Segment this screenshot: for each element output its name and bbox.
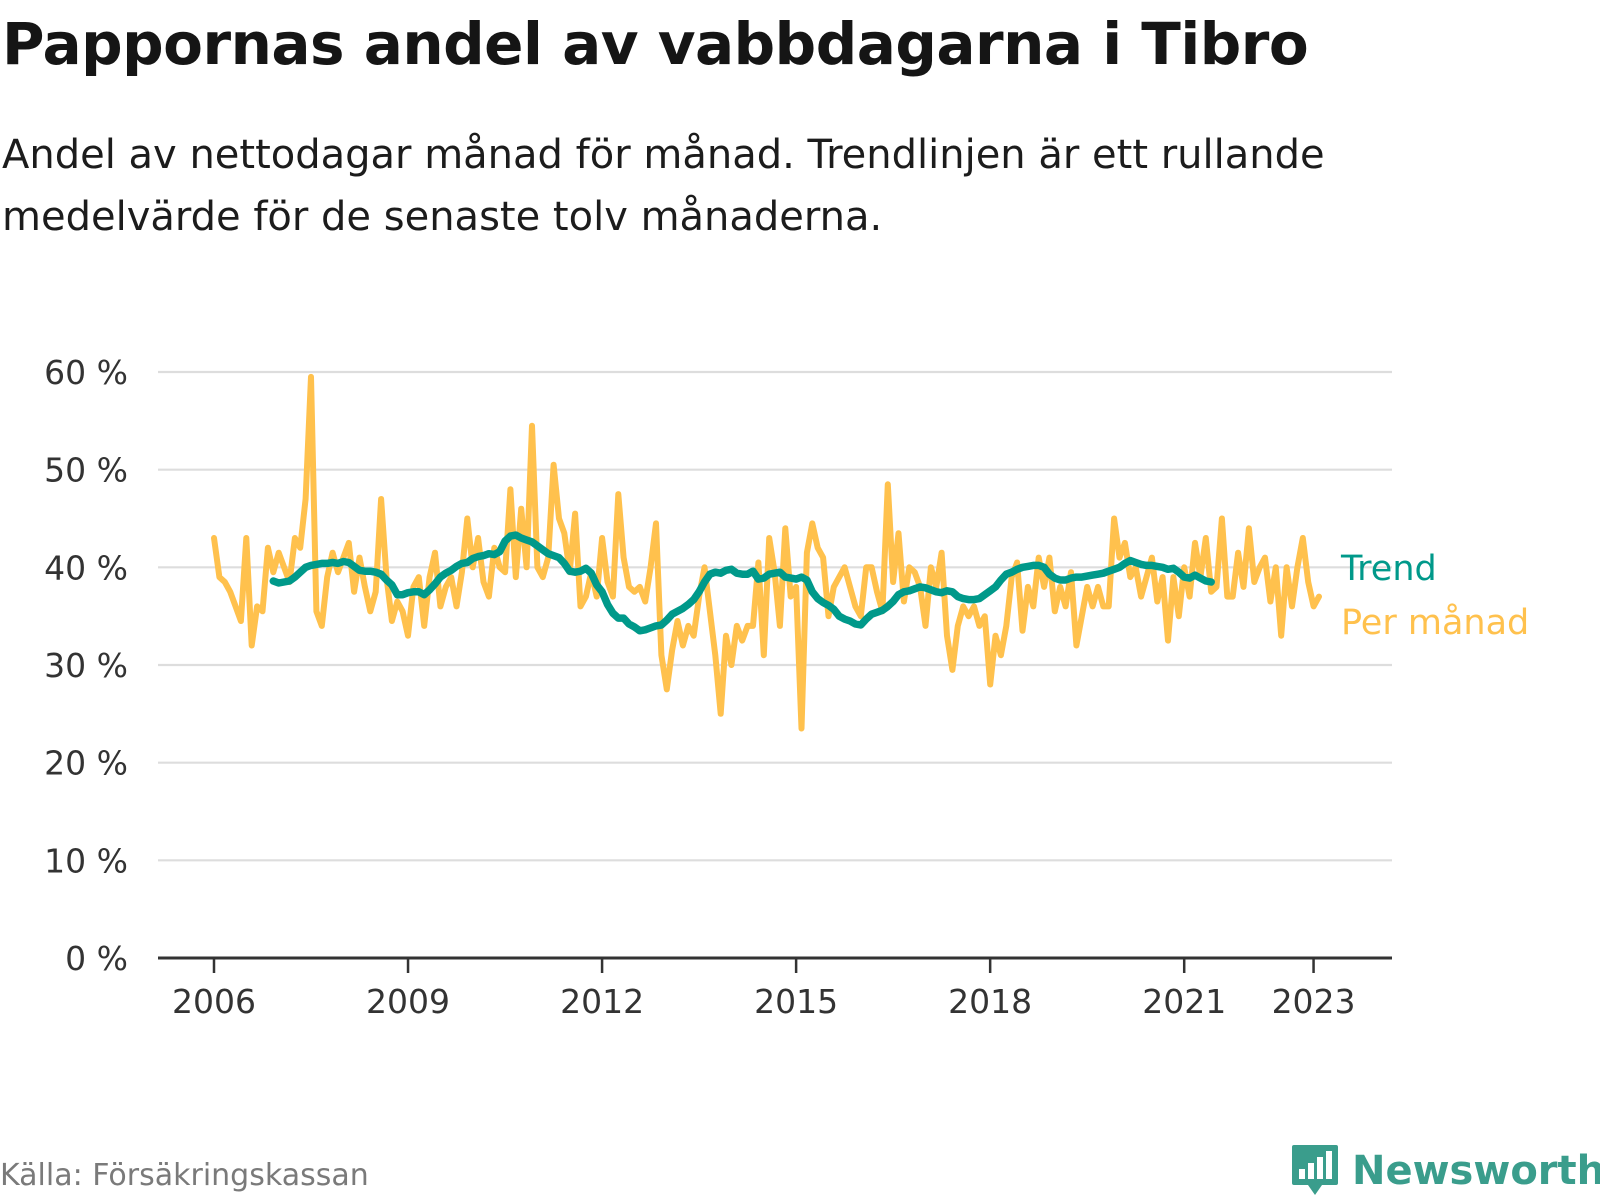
- brand-name: Newsworthy: [1352, 1148, 1600, 1194]
- y-tick-label: 60 %: [44, 353, 128, 392]
- y-tick-label: 30 %: [44, 646, 128, 685]
- x-tick-label: 2015: [754, 982, 838, 1021]
- source-note: Källa: Försäkringskassan: [0, 1158, 369, 1193]
- y-tick-label: 40 %: [44, 548, 128, 587]
- x-tick-label: 2009: [366, 982, 450, 1021]
- x-tick-label: 2012: [560, 982, 644, 1021]
- chart-subtitle: Andel av nettodagar månad för månad. Tre…: [2, 132, 1325, 240]
- x-axis: 2006 2009 2012 2015 2018 2021 2023: [158, 956, 1392, 1021]
- x-tick-label: 2023: [1272, 982, 1356, 1021]
- brand-logo[interactable]: Newsworthy: [1290, 1140, 1600, 1202]
- y-tick-label: 50 %: [44, 451, 128, 490]
- y-axis-labels: 0 % 10 % 20 % 30 % 40 % 50 % 60 %: [44, 353, 128, 978]
- bar-chart-speech-bubble-icon: [1290, 1143, 1340, 1199]
- chart-title: Pappornas andel av vabbdagarna i Tibro: [2, 10, 1309, 78]
- y-tick-label: 10 %: [44, 841, 128, 880]
- line-chart: 0 % 10 % 20 % 30 % 40 % 50 % 60 % 2006 2009 2012…: [44, 353, 1529, 1021]
- x-tick-label: 2018: [948, 982, 1032, 1021]
- legend-trend-label: Trend: [1340, 549, 1437, 589]
- x-tick-label: 2021: [1142, 982, 1226, 1021]
- legend-monthly-label: Per månad: [1341, 602, 1529, 643]
- trend-series-line: [269, 531, 1215, 635]
- monthly-series-line: [211, 373, 1322, 732]
- series-lines: [211, 373, 1322, 732]
- legend-labels: Trend Per månad: [1340, 549, 1529, 643]
- y-tick-label: 0 %: [65, 939, 128, 978]
- grid-lines: [158, 370, 1392, 862]
- x-tick-label: 2006: [172, 982, 256, 1021]
- y-tick-label: 20 %: [44, 744, 128, 783]
